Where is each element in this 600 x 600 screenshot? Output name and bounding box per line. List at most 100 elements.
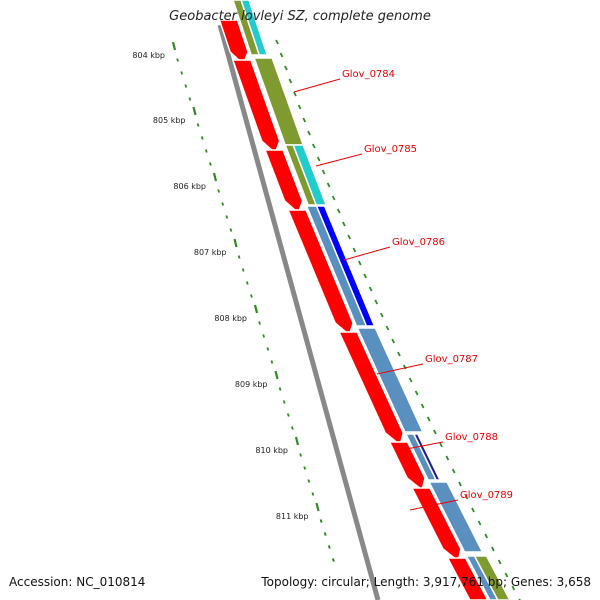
outer-tick: [284, 65, 288, 71]
outer-tick: [293, 91, 297, 97]
feature-cyan: [292, 144, 328, 206]
outer-tick: [458, 481, 462, 487]
scale-label: 807 kbp: [194, 248, 227, 257]
minor-tick: [184, 84, 188, 88]
gene-labels: Glov_0784 Glov_0785 Glov_0786 Glov_0787 Glov…: [293, 69, 513, 511]
outer-tick: [477, 520, 482, 526]
feature-navy: [412, 433, 442, 481]
scale-label: 808 kbp: [214, 314, 247, 323]
minor-tick: [180, 71, 184, 75]
outer-tick: [363, 273, 367, 279]
minor-tick: [221, 202, 225, 206]
outer-tick: [433, 429, 437, 435]
cds-arrow: [337, 331, 405, 447]
minor-tick: [188, 97, 192, 101]
outer-tick: [331, 195, 336, 201]
minor-tick: [266, 347, 270, 351]
gene-label-glov_0787: Glov_0787: [425, 354, 478, 365]
minor-tick: [282, 400, 286, 404]
feature-olive: [232, 0, 261, 56]
outer-tick: [275, 39, 279, 45]
outer-tick: [484, 533, 489, 539]
outer-tick: [288, 78, 293, 84]
outer-tick: [336, 208, 341, 214]
outer-tick: [439, 442, 443, 448]
gene-label-glov_0789: Glov_0789: [460, 490, 513, 501]
gene-label-glov_0784: Glov_0784: [342, 69, 395, 80]
feature-steel: [427, 481, 484, 553]
outer-tick: [342, 221, 346, 227]
major-tick: [274, 370, 279, 380]
leader-line: [315, 153, 363, 167]
cds-arrow: [263, 149, 304, 215]
minor-tick: [258, 321, 261, 325]
minor-tick: [204, 149, 208, 153]
scale-label: 806 kbp: [173, 182, 206, 191]
outer-tick: [316, 156, 321, 162]
outer-tick: [374, 299, 379, 305]
scale-label: 811 kbp: [276, 512, 309, 521]
outer-tick: [402, 364, 407, 370]
feature-blue: [315, 205, 376, 327]
outer-tick: [321, 169, 326, 175]
outer-tick: [347, 234, 351, 240]
outer-tick: [307, 130, 311, 136]
scale-ticks: 804 kbp 805 kbp 806 kbp 807 kbp 808 kbp 809 k…: [132, 39, 521, 600]
gene-label-glov_0788: Glov_0788: [445, 432, 498, 443]
leader-line: [343, 246, 391, 261]
minor-tick: [237, 255, 241, 259]
outer-tick: [279, 52, 284, 58]
minor-tick: [299, 453, 302, 457]
outer-tick: [445, 455, 450, 461]
outer-tick: [391, 338, 395, 344]
map-title: Geobacter lovleyi SZ, complete genome: [169, 9, 431, 24]
cds-arrow: [218, 19, 249, 66]
major-tick: [192, 106, 197, 116]
minor-tick: [262, 334, 266, 338]
scale-label: 810 kbp: [255, 446, 288, 455]
minor-tick: [332, 558, 335, 562]
outer-tick: [379, 312, 384, 318]
feature-olive: [473, 555, 511, 600]
leader-line: [409, 499, 459, 511]
leader-line: [376, 363, 424, 375]
cds-arrow: [287, 209, 354, 337]
leader-line: [293, 78, 341, 93]
cds-arrow: [410, 487, 462, 563]
outer-tick: [511, 585, 516, 591]
minor-tick: [229, 228, 233, 232]
scale-label: 804 kbp: [132, 51, 165, 60]
genome-stats-text: Topology: circular; Length: 3,917,761 bp…: [261, 575, 591, 589]
accession-text: Accession: NC_010814: [9, 575, 146, 589]
outer-tick: [302, 117, 307, 123]
outer-tick: [352, 247, 357, 253]
outer-tick: [385, 325, 390, 331]
major-tick: [171, 41, 177, 51]
major-tick: [212, 172, 218, 182]
cds-arrow: [446, 557, 489, 600]
major-tick: [315, 502, 320, 512]
minor-tick: [307, 479, 311, 483]
minor-tick: [209, 162, 212, 166]
outer-tick: [497, 559, 502, 565]
outer-tick: [357, 260, 362, 266]
genome-backbone: [217, 24, 381, 600]
feature-steel: [356, 327, 424, 433]
outer-tick: [504, 572, 509, 578]
feature-steel: [465, 555, 499, 600]
outer-tick: [297, 104, 302, 110]
scale-label: 809 kbp: [235, 380, 268, 389]
minor-tick: [241, 268, 245, 272]
gene-label-glov_0786: Glov_0786: [392, 237, 445, 248]
outer-tick: [471, 507, 475, 513]
minor-tick: [278, 387, 282, 391]
minor-tick: [225, 215, 229, 219]
minor-tick: [303, 466, 307, 470]
minor-tick: [286, 413, 290, 417]
minor-tick: [176, 58, 179, 62]
minor-tick: [217, 189, 220, 193]
cds-arrow: [388, 441, 426, 492]
gene-label-glov_0785: Glov_0785: [364, 144, 417, 155]
major-tick: [233, 238, 238, 248]
